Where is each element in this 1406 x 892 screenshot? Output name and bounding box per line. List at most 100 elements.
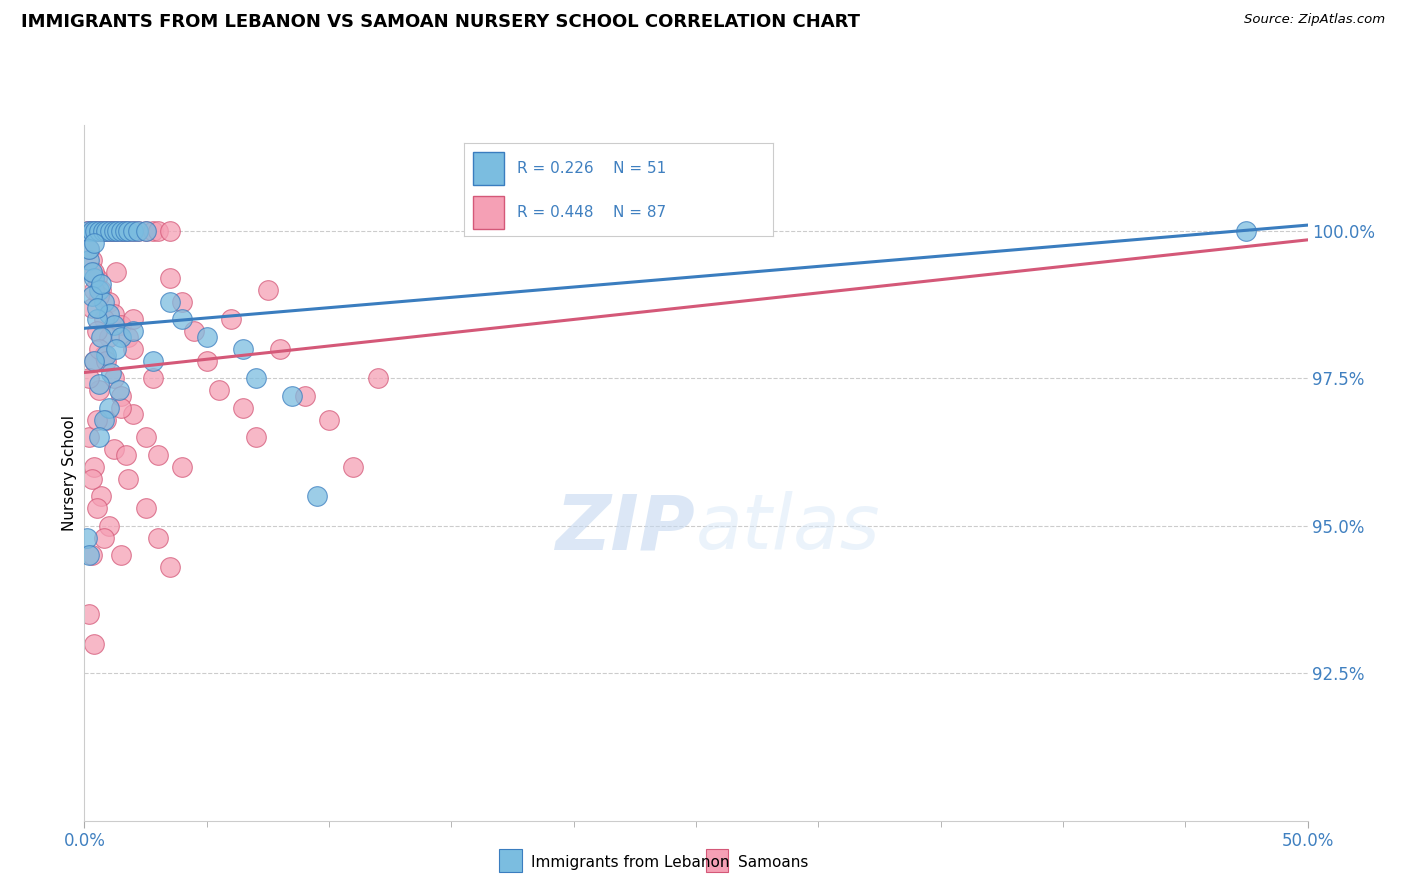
Point: [77, 253, 100, 268]
Point: [77, 224, 100, 238]
Point: [100, 366, 122, 380]
Point: [87, 430, 110, 444]
Point: [100, 224, 122, 238]
Point: [117, 224, 139, 238]
Point: [77, 607, 100, 622]
Point: [90, 330, 112, 344]
Point: [77, 224, 100, 238]
Point: [83, 265, 105, 279]
Point: [245, 430, 267, 444]
Point: [76, 531, 98, 545]
Point: [83, 283, 105, 297]
Point: [83, 224, 105, 238]
Point: [257, 283, 280, 297]
Point: [96, 353, 118, 368]
Point: [135, 501, 157, 516]
Point: [98, 224, 121, 238]
Point: [90, 489, 112, 503]
Point: [77, 371, 100, 385]
Text: IMMIGRANTS FROM LEBANON VS SAMOAN NURSERY SCHOOL CORRELATION CHART: IMMIGRANTS FROM LEBANON VS SAMOAN NURSER…: [21, 13, 860, 31]
Point: [103, 442, 125, 457]
Point: [122, 312, 145, 326]
Point: [80, 253, 103, 268]
Point: [96, 348, 118, 362]
Point: [146, 448, 169, 462]
Point: [146, 224, 169, 238]
Point: [1234, 224, 1257, 238]
Point: [87, 342, 110, 356]
Point: [110, 549, 132, 563]
Point: [342, 459, 364, 474]
Point: [90, 224, 112, 238]
Point: [195, 330, 218, 344]
Point: [103, 307, 125, 321]
Point: [96, 224, 118, 238]
Point: [91, 224, 114, 238]
Point: [87, 377, 110, 392]
Point: [219, 312, 242, 326]
Point: [77, 430, 100, 444]
Point: [76, 224, 98, 238]
Point: [103, 224, 125, 238]
Point: [112, 224, 135, 238]
Point: [93, 224, 115, 238]
Point: [110, 389, 132, 403]
Point: [146, 531, 169, 545]
Point: [135, 430, 157, 444]
FancyBboxPatch shape: [474, 196, 505, 229]
Point: [232, 342, 254, 356]
Point: [87, 224, 110, 238]
Point: [93, 348, 115, 362]
Point: [142, 371, 165, 385]
Point: [83, 353, 105, 368]
Point: [86, 301, 108, 315]
Point: [107, 383, 129, 397]
Point: [80, 224, 103, 238]
Text: R = 0.448    N = 87: R = 0.448 N = 87: [516, 205, 665, 220]
Point: [117, 330, 139, 344]
Point: [318, 413, 340, 427]
Point: [159, 224, 181, 238]
Point: [117, 224, 139, 238]
Point: [87, 224, 110, 238]
Point: [80, 549, 103, 563]
Y-axis label: Nursery School: Nursery School: [62, 415, 77, 531]
Text: R = 0.226    N = 51: R = 0.226 N = 51: [516, 161, 666, 176]
Point: [80, 265, 103, 279]
Point: [135, 224, 157, 238]
Point: [114, 224, 136, 238]
Point: [110, 224, 132, 238]
Point: [80, 224, 103, 238]
Point: [122, 224, 145, 238]
Point: [115, 448, 138, 462]
Point: [86, 224, 108, 238]
Point: [83, 637, 105, 651]
Point: [195, 353, 218, 368]
Point: [122, 407, 145, 421]
Point: [80, 301, 103, 315]
Point: [97, 307, 120, 321]
Point: [172, 312, 194, 326]
Point: [305, 489, 328, 503]
Point: [110, 224, 132, 238]
Text: Source: ZipAtlas.com: Source: ZipAtlas.com: [1244, 13, 1385, 27]
Point: [208, 383, 231, 397]
Point: [110, 401, 132, 415]
Point: [97, 518, 120, 533]
Point: [172, 294, 194, 309]
Point: [281, 389, 304, 403]
Point: [103, 318, 125, 333]
Point: [105, 265, 128, 279]
Point: [97, 294, 120, 309]
Point: [80, 289, 103, 303]
Point: [83, 353, 105, 368]
Point: [105, 224, 128, 238]
Point: [122, 224, 145, 238]
Point: [159, 271, 181, 285]
Point: [83, 271, 105, 285]
Point: [159, 560, 181, 574]
Point: [183, 324, 205, 338]
Point: [97, 330, 120, 344]
Point: [105, 224, 128, 238]
Text: Samoans: Samoans: [738, 855, 808, 870]
